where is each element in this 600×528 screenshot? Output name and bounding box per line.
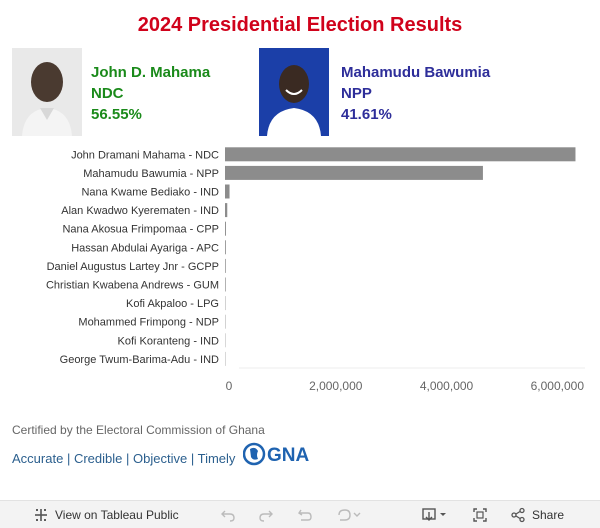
- bar[interactable]: [225, 259, 226, 273]
- pause-updates-button[interactable]: [336, 506, 362, 524]
- fullscreen-button[interactable]: [472, 506, 488, 524]
- bar[interactable]: [225, 185, 230, 199]
- bar[interactable]: [225, 147, 575, 161]
- category-label: Daniel Augustus Lartey Jnr - GCPP: [47, 261, 219, 273]
- candidate-photo-bawumia: [259, 48, 329, 136]
- download-button[interactable]: [421, 506, 449, 524]
- share-label: Share: [532, 508, 564, 522]
- share-icon: [510, 507, 526, 523]
- bar[interactable]: [225, 278, 226, 292]
- view-on-tableau-label: View on Tableau Public: [55, 508, 179, 522]
- gna-logo: GNA: [243, 441, 333, 469]
- candidate-2-info: Mahamudu Bawumia NPP 41.61%: [341, 62, 490, 125]
- redo-button[interactable]: [258, 506, 274, 524]
- revert-icon: [297, 507, 313, 523]
- category-label: Kofi Koranteng - IND: [118, 335, 220, 347]
- candidate-1-percent: 56.55%: [91, 104, 210, 125]
- results-bar-chart: 0 2,000,000 4,000,000 6,000,000 John Dramani…: [0, 140, 600, 400]
- candidate-photo-mahama: [12, 48, 82, 136]
- category-label: Nana Akosua Frimpomaa - CPP: [62, 224, 219, 236]
- category-label: George Twum-Barima-Adu - IND: [60, 354, 219, 366]
- candidate-2-party: NPP: [341, 83, 490, 104]
- x-tick-label: 2,000,000: [309, 379, 363, 393]
- bar[interactable]: [225, 240, 226, 254]
- tag-objective: Objective: [133, 451, 187, 466]
- tag-separator: |: [191, 451, 194, 466]
- chart-title: 2024 Presidential Election Results: [0, 14, 600, 37]
- share-button[interactable]: Share: [510, 506, 564, 524]
- bar[interactable]: [225, 222, 226, 236]
- category-label: John Dramani Mahama - NDC: [71, 149, 219, 161]
- gna-logo-text: GNA: [267, 445, 310, 466]
- redo-icon: [258, 507, 274, 523]
- certification-note: Certified by the Electoral Commission of…: [12, 423, 265, 437]
- refresh-icon: [336, 507, 362, 523]
- tag-accurate: Accurate: [12, 451, 63, 466]
- candidate-2-percent: 41.61%: [341, 104, 490, 125]
- undo-button[interactable]: [220, 506, 236, 524]
- category-label: Mahamudu Bawumia - NPP: [83, 168, 219, 180]
- category-label: Christian Kwabena Andrews - GUM: [46, 280, 219, 292]
- category-label: Hassan Abdulai Ayariga - APC: [71, 242, 219, 254]
- bar[interactable]: [225, 203, 227, 217]
- category-label: Alan Kwadwo Kyerematen - IND: [61, 205, 219, 217]
- x-tick-label: 6,000,000: [531, 379, 585, 393]
- tagline: Accurate | Credible | Objective | Timely: [12, 451, 235, 466]
- x-tick-label: 0: [226, 379, 233, 393]
- download-icon: [421, 507, 449, 523]
- tag-timely: Timely: [198, 451, 236, 466]
- tableau-logo-icon: [33, 507, 49, 523]
- undo-icon: [220, 507, 236, 523]
- candidate-1-party: NDC: [91, 83, 210, 104]
- x-tick-label: 4,000,000: [420, 379, 474, 393]
- category-label: Mohammed Frimpong - NDP: [78, 317, 219, 329]
- tag-separator: |: [67, 451, 70, 466]
- candidate-1-info: John D. Mahama NDC 56.55%: [91, 62, 210, 125]
- category-label: Nana Kwame Bediako - IND: [81, 187, 219, 199]
- revert-button[interactable]: [297, 506, 313, 524]
- tag-credible: Credible: [74, 451, 122, 466]
- bar[interactable]: [225, 166, 483, 180]
- view-on-tableau-button[interactable]: View on Tableau Public: [33, 506, 179, 524]
- tag-separator: |: [126, 451, 129, 466]
- candidate-2-name: Mahamudu Bawumia: [341, 62, 490, 83]
- tableau-toolbar: View on Tableau Public Share: [0, 500, 600, 528]
- fullscreen-icon: [472, 507, 488, 523]
- category-label: Kofi Akpaloo - LPG: [126, 298, 219, 310]
- candidate-1-name: John D. Mahama: [91, 62, 210, 83]
